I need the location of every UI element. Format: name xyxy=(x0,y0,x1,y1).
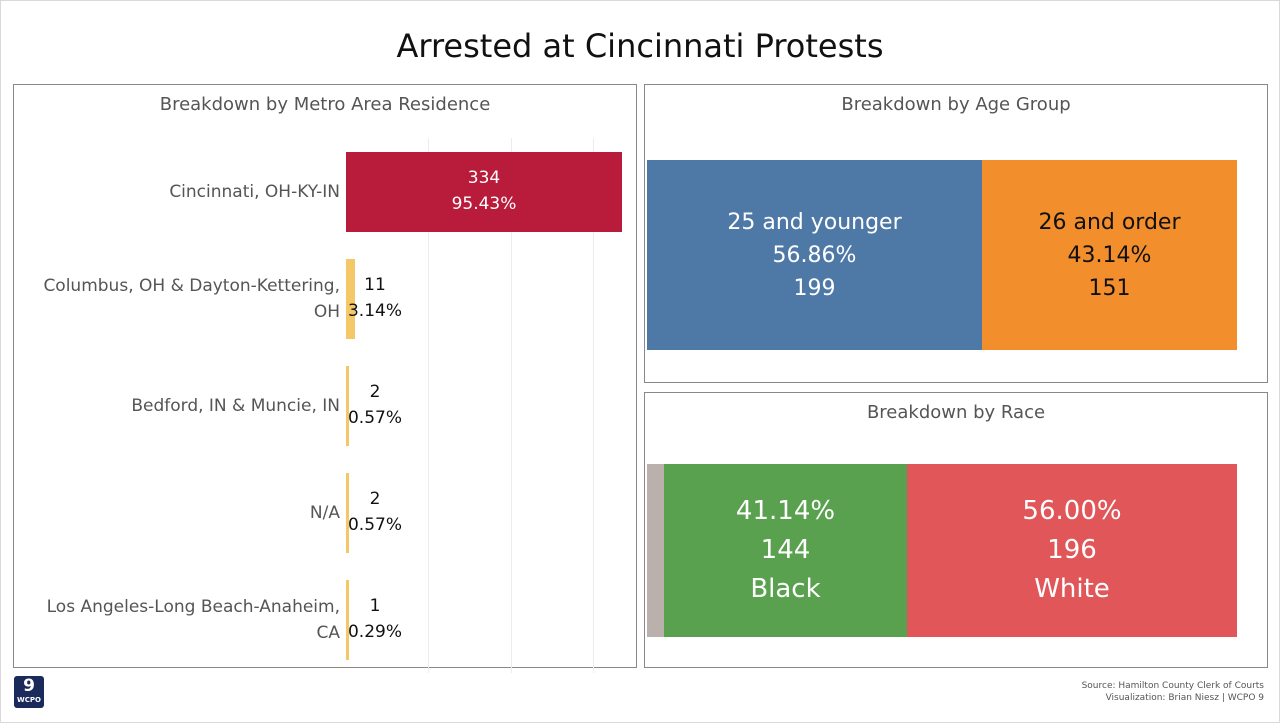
segment-label: Black xyxy=(750,574,821,604)
metro-bar[interactable] xyxy=(346,579,349,660)
page-title: Arrested at Cincinnati Protests xyxy=(396,27,884,65)
metro-bar-percent: 0.57% xyxy=(347,407,402,428)
logo-text: WCPO xyxy=(17,696,41,704)
metro-bar-value: 334 xyxy=(467,167,501,188)
source-line: Source: Hamilton County Clerk of Courts xyxy=(1081,681,1264,691)
metro-bar-value: 2 xyxy=(369,381,381,402)
metro-panel: Breakdown by Metro Area Residence Cincin… xyxy=(13,84,637,673)
metro-bar-percent: 0.29% xyxy=(347,621,402,642)
logo-number: 9 xyxy=(23,676,35,696)
segment-percent-label: 41.14% xyxy=(735,496,836,526)
metro-panel-title: Breakdown by Metro Area Residence xyxy=(159,94,491,115)
gridline xyxy=(593,138,594,673)
race-segment[interactable] xyxy=(647,464,664,637)
metro-bar-percent: 3.14% xyxy=(347,300,402,321)
race-segment[interactable]: 41.14% 144 Black xyxy=(664,464,907,637)
age-panel: Breakdown by Age Group 25 and younger 56.… xyxy=(644,84,1268,383)
metro-bar-data-label: 11 3.14% xyxy=(346,272,404,324)
race-segment[interactable]: 56.00% 196 White xyxy=(907,464,1237,637)
age-panel-title: Breakdown by Age Group xyxy=(841,94,1071,115)
segment-value-label: 199 xyxy=(793,275,836,301)
metro-bar[interactable] xyxy=(346,151,622,232)
age-segment[interactable]: 26 and order 43.14% 151 xyxy=(982,160,1237,350)
metro-row-label: Bedford, IN & Muncie, IN xyxy=(20,393,340,419)
metro-row-label-line: Cincinnati, OH-KY-IN xyxy=(169,181,340,202)
segment-percent-label: 43.14% xyxy=(1067,242,1152,268)
segment-label: 25 and younger xyxy=(727,209,902,235)
gridline xyxy=(511,138,512,673)
metro-bar[interactable] xyxy=(346,365,349,446)
age-segment[interactable]: 25 and younger 56.86% 199 xyxy=(647,160,982,350)
metro-bar-percent: 95.43% xyxy=(451,193,517,214)
segment-label: White xyxy=(1034,574,1110,604)
metro-bar-data-label: 2 0.57% xyxy=(346,379,404,431)
credit-line: Visualization: Brian Niesz | WCPO 9 xyxy=(1105,693,1264,703)
metro-row-label-line: Columbus, OH & Dayton-Kettering, xyxy=(43,275,340,296)
metro-bar[interactable] xyxy=(346,258,355,339)
segment-label: 26 and order xyxy=(1038,209,1181,235)
metro-bar-data-label: 1 0.29% xyxy=(346,593,404,645)
segment-value-label: 144 xyxy=(760,535,811,565)
metro-bar-percent: 0.57% xyxy=(347,514,402,535)
race-panel: Breakdown by Race 41.14% 144 Black 56.00% 19… xyxy=(644,392,1268,668)
gridline xyxy=(428,138,429,673)
wcpo-logo[interactable]: 9 WCPO xyxy=(14,676,44,708)
metro-bar[interactable] xyxy=(346,472,349,553)
metro-row-label-line: Bedford, IN & Muncie, IN xyxy=(131,395,340,416)
metro-bar-value: 11 xyxy=(364,274,386,295)
segment-percent-label: 56.00% xyxy=(1022,496,1122,526)
metro-row-label-line: CA xyxy=(316,622,341,643)
metro-bar-data-label: 2 0.57% xyxy=(346,486,404,538)
metro-row-label-line: N/A xyxy=(309,502,340,523)
metro-row-label-line: Los Angeles-Long Beach-Anaheim, xyxy=(46,596,340,617)
source-credit: Source: Hamilton County Clerk of Courts … xyxy=(1082,680,1264,704)
metro-bar-value: 2 xyxy=(369,488,381,509)
segment-percent-label: 56.86% xyxy=(772,242,857,268)
segment-value-label: 196 xyxy=(1047,535,1097,565)
metro-row-label: Los Angeles-Long Beach-Anaheim, CA xyxy=(20,594,340,646)
metro-row-label-line: OH xyxy=(313,301,340,322)
metro-row-label: Cincinnati, OH-KY-IN xyxy=(20,179,340,205)
metro-row-label: N/A xyxy=(20,500,340,526)
metro-bar-value: 1 xyxy=(369,595,381,616)
metro-row-label: Columbus, OH & Dayton-Kettering, OH xyxy=(20,273,340,325)
metro-bar-data-label: 334 95.43% xyxy=(346,165,622,217)
segment-value-label: 151 xyxy=(1088,275,1131,301)
race-panel-title: Breakdown by Race xyxy=(866,402,1046,423)
